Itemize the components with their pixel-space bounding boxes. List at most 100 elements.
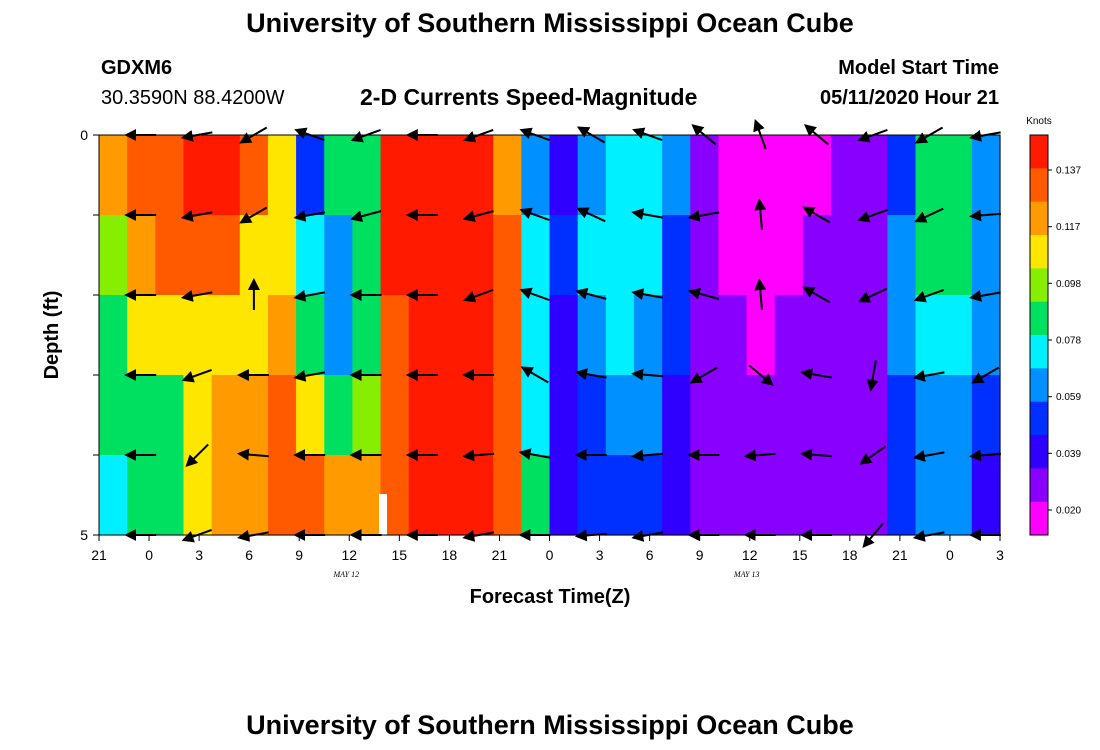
heatmap-cell	[633, 375, 663, 456]
heatmap-cell	[408, 455, 438, 536]
heatmap-cell	[774, 375, 804, 456]
heatmap-cell	[267, 295, 297, 376]
heatmap-cell	[662, 455, 691, 536]
heatmap-cell	[718, 295, 748, 376]
day-label: MAY 13	[733, 570, 760, 579]
current-arrow	[914, 207, 944, 223]
current-arrow	[518, 448, 551, 461]
heatmap-cell	[831, 215, 860, 296]
heatmap-cell	[493, 375, 522, 456]
current-arrow	[862, 522, 884, 549]
heatmap-cell	[324, 455, 354, 536]
x-tick-label: 21	[91, 547, 107, 563]
current-arrow	[576, 207, 606, 223]
x-tick-label: 0	[145, 547, 153, 563]
heatmap-cell	[211, 135, 241, 216]
heatmap-cell	[915, 455, 945, 536]
heatmap-cell	[915, 295, 945, 376]
heatmap-cell	[408, 295, 438, 376]
heatmap-cell	[577, 215, 607, 296]
x-tick-label: 12	[342, 547, 358, 563]
heatmap-cell	[746, 135, 776, 216]
x-tick-label: 3	[596, 547, 604, 563]
current-arrow	[181, 368, 212, 383]
current-arrow	[691, 124, 717, 146]
heatmap-cell	[155, 135, 185, 216]
current-arrow	[519, 287, 550, 302]
heatmap-cell	[465, 215, 494, 296]
y-axis-title: Depth (ft)	[41, 291, 63, 380]
heatmap-cell	[436, 455, 466, 536]
x-tick-label: 6	[245, 547, 253, 563]
current-arrow	[969, 209, 1001, 222]
x-tick-label: 18	[442, 547, 458, 563]
colorbar-tick-label: 0.039	[1056, 449, 1081, 460]
x-tick-label: 15	[792, 547, 808, 563]
heatmap-cell	[633, 135, 663, 216]
heatmap-cell	[971, 295, 1001, 376]
heatmap-cell	[746, 375, 776, 456]
current-arrow	[912, 369, 945, 382]
current-arrow	[969, 449, 1001, 462]
heatmap-cell	[380, 215, 410, 296]
heatmap-cell	[577, 455, 607, 536]
x-tick-label: 3	[195, 547, 203, 563]
heatmap-cell	[971, 215, 1001, 296]
heatmap-cell	[267, 215, 297, 296]
current-arrow	[462, 210, 494, 223]
heatmap-cell	[746, 455, 776, 536]
current-arrow	[857, 287, 888, 303]
heatmap-cell	[605, 375, 635, 456]
current-arrow	[743, 449, 776, 462]
heatmap-cell	[943, 135, 973, 216]
heatmap-cell	[718, 135, 748, 216]
heatmap-cell	[352, 215, 382, 296]
current-arrow	[462, 449, 495, 462]
heatmap-cell	[690, 455, 720, 536]
heatmap-cell	[324, 375, 354, 456]
x-tick-label: 12	[742, 547, 758, 563]
heatmap-cell	[774, 295, 804, 376]
current-arrow	[239, 206, 268, 224]
heatmap-cell	[549, 215, 579, 296]
heatmap-cell	[296, 135, 325, 216]
heatmap-cell	[859, 135, 888, 216]
current-arrow	[631, 288, 663, 301]
heatmap-cell	[690, 295, 720, 376]
x-tick-label: 21	[492, 547, 508, 563]
x-tick-label: 9	[295, 547, 303, 563]
x-tick-label: 9	[696, 547, 704, 563]
heatmap-cell	[211, 215, 241, 296]
heatmap-cell	[521, 455, 551, 536]
heatmap-cell	[493, 455, 522, 536]
heatmap-cell	[211, 295, 241, 376]
current-arrow	[866, 360, 879, 392]
model-start-label: Model Start Time	[838, 57, 999, 79]
plot-title: 2-D Currents Speed-Magnitude	[360, 84, 698, 110]
colorbar-tick-label: 0.059	[1056, 392, 1081, 403]
colorbar-tick-label: 0.117	[1056, 222, 1081, 233]
heatmap-cell	[831, 375, 860, 456]
heatmap-cell	[662, 135, 691, 216]
current-arrow	[463, 128, 494, 143]
current-arrow	[912, 449, 945, 462]
station-id: GDXM6	[101, 57, 173, 79]
current-arrow	[350, 128, 381, 143]
colorbar-swatch	[1030, 201, 1048, 236]
colorbar-swatch	[1030, 501, 1048, 536]
current-vectors	[124, 119, 1001, 549]
heatmap-cell	[267, 375, 297, 456]
heatmap-cell	[155, 455, 185, 536]
current-arrow	[859, 445, 887, 465]
current-arrow	[753, 119, 767, 150]
heatmap-cell	[774, 455, 804, 536]
heatmap-cell	[633, 215, 663, 296]
heatmap-cell	[380, 135, 410, 216]
heatmap-cell	[887, 215, 917, 296]
heatmap-cell	[127, 375, 156, 456]
heatmap-cell	[155, 375, 185, 456]
heatmap-cell	[324, 215, 354, 296]
colorbar-swatch	[1030, 301, 1048, 336]
heatmap-cell	[802, 455, 832, 536]
current-arrow	[913, 288, 945, 303]
